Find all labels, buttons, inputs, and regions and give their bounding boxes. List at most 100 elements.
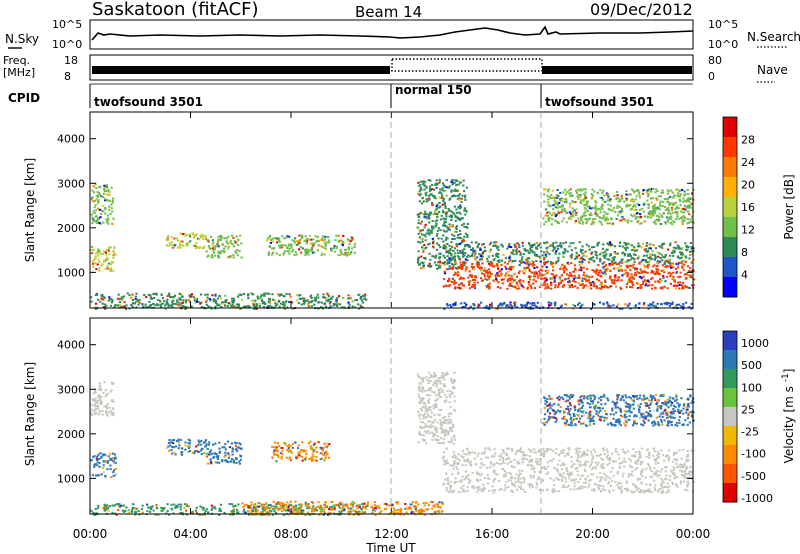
scatter-cell	[338, 505, 341, 508]
scatter-cell	[681, 216, 684, 219]
scatter-cell	[683, 273, 686, 276]
scatter-cell	[351, 500, 354, 503]
scatter-cell	[288, 301, 291, 303]
scatter-cell	[306, 511, 309, 514]
scatter-cell	[187, 450, 190, 453]
scatter-cell	[626, 219, 630, 222]
scatter-cell	[105, 460, 108, 463]
scatter-cell	[431, 507, 434, 510]
scatter-cell	[297, 507, 300, 510]
scatter-cell	[573, 209, 576, 212]
scatter-cell	[234, 250, 237, 253]
scatter-cell	[677, 192, 680, 195]
scatter-cell	[595, 210, 598, 213]
scatter-cell	[159, 302, 162, 305]
nsky-label: N.Sky	[5, 32, 39, 46]
scatter-cell	[508, 268, 512, 271]
scatter-cell	[227, 256, 230, 259]
scatter-cell	[604, 281, 607, 283]
scatter-cell	[427, 504, 430, 507]
scatter-cell	[226, 305, 229, 308]
scatter-cell	[603, 265, 606, 268]
scatter-cell	[275, 446, 278, 449]
scatter-cell	[550, 197, 553, 199]
scatter-cell	[657, 280, 660, 283]
scatter-cell	[186, 503, 189, 506]
scatter-cell	[253, 505, 256, 508]
scatter-cell	[166, 301, 169, 304]
scatter-cell	[109, 390, 112, 393]
scatter-cell	[431, 241, 435, 244]
scatter-cell	[539, 242, 542, 245]
scatter-cell	[343, 249, 346, 252]
scatter-cell	[621, 258, 624, 261]
colorbar-tick-label: 20	[741, 179, 755, 192]
scatter-cell	[271, 237, 274, 240]
scatter-cell	[653, 254, 657, 257]
scatter-cell	[259, 505, 262, 508]
scatter-cell	[189, 439, 192, 442]
scatter-cell	[586, 218, 589, 221]
scatter-cell	[114, 468, 117, 470]
scatter-cell	[317, 244, 320, 247]
scatter-cell	[436, 267, 439, 270]
scatter-cell	[459, 250, 462, 253]
scatter-cell	[569, 188, 572, 191]
scatter-cell	[90, 300, 93, 303]
scatter-cell	[465, 209, 468, 212]
scatter-cell	[456, 274, 459, 277]
scatter-cell	[610, 279, 613, 282]
scatter-region	[241, 500, 444, 516]
scatter-cell	[613, 245, 617, 248]
scatter-cell	[446, 390, 449, 393]
scatter-cell	[518, 260, 521, 263]
scatter-cell	[278, 254, 281, 257]
scatter-cell	[660, 287, 663, 290]
scatter-cell	[105, 249, 109, 252]
scatter-cell	[436, 219, 439, 222]
scatter-cell	[264, 503, 267, 506]
scatter-cell	[605, 212, 608, 215]
scatter-cell	[579, 257, 582, 260]
scatter-cell	[434, 197, 437, 200]
scatter-cell	[480, 258, 483, 261]
scatter-cell	[642, 254, 646, 257]
scatter-cell	[179, 305, 182, 308]
scatter-cell	[327, 241, 330, 244]
scatter-cell	[304, 248, 307, 251]
scatter-cell	[533, 287, 536, 290]
scatter-cell	[176, 299, 179, 302]
scatter-cell	[615, 285, 618, 288]
scatter-cell	[556, 260, 559, 263]
scatter-cell	[100, 473, 103, 476]
scatter-cell	[436, 506, 439, 509]
scatter-cell	[98, 384, 102, 387]
scatter-cell	[461, 265, 464, 268]
scatter-cell	[109, 464, 112, 467]
scatter-cell	[580, 269, 583, 272]
scatter-cell	[609, 275, 612, 278]
scatter-cell	[322, 296, 325, 298]
scatter-cell	[667, 302, 670, 305]
scatter-cell	[631, 275, 634, 278]
scatter-cell	[458, 256, 461, 259]
scatter-cell	[472, 251, 475, 253]
scatter-cell	[496, 253, 499, 255]
scatter-cell	[171, 305, 174, 308]
scatter-cell	[533, 267, 536, 269]
scatter-cell	[131, 299, 135, 301]
scatter-cell	[624, 252, 627, 255]
scatter-cell	[472, 249, 475, 252]
scatter-cell	[566, 250, 569, 253]
scatter-cell	[123, 510, 126, 513]
scatter-cell	[488, 243, 492, 246]
scatter-cell	[284, 503, 287, 506]
scatter-cell	[235, 241, 238, 244]
scatter-cell	[124, 308, 128, 310]
scatter-cell	[582, 253, 585, 256]
scatter-cell	[231, 303, 234, 306]
scatter-cell	[599, 217, 602, 219]
scatter-cell	[614, 211, 617, 214]
scatter-cell	[532, 282, 535, 285]
scatter-cell	[182, 304, 185, 307]
